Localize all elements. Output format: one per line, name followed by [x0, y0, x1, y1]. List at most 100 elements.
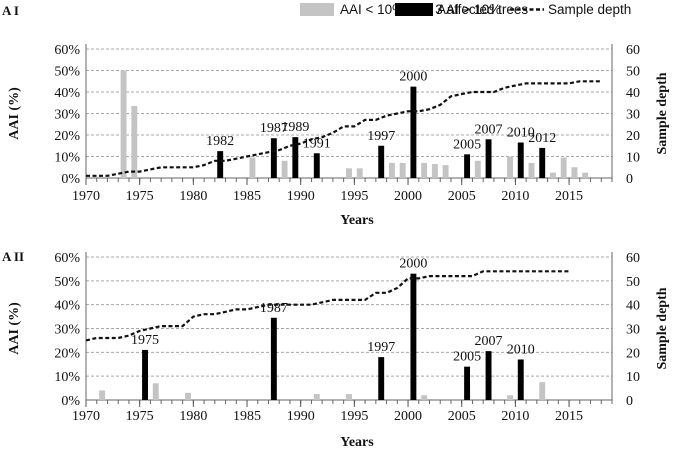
y-tick-right: 0 [626, 172, 633, 187]
bar-data-label: 1982 [206, 134, 234, 149]
y-tick-right: 50 [626, 275, 640, 290]
x-tick-label: 1985 [233, 409, 261, 424]
y-tick-left: 10% [54, 151, 80, 166]
bar-light [442, 165, 449, 178]
y-axis-title-right: Sample depth [655, 287, 670, 369]
y-tick-left: 60% [54, 43, 80, 58]
bar-dark [517, 142, 524, 178]
bar-light [582, 172, 589, 178]
bar-light [346, 394, 352, 400]
y-tick-left: 0% [61, 394, 80, 409]
bar-light [539, 382, 546, 400]
legend-label-line: Sample depth [548, 2, 631, 17]
bar-light [507, 395, 513, 400]
legend-label-light: AAI < 10% or < 3 affected trees [340, 2, 528, 17]
bar-dark [378, 357, 385, 400]
bar-data-label: 2000 [399, 257, 427, 272]
y-tick-right: 60 [626, 251, 640, 266]
x-tick-label: 2015 [555, 189, 583, 204]
bar-light [313, 394, 320, 400]
y-tick-right: 60 [626, 43, 640, 58]
y-tick-left: 30% [54, 108, 80, 123]
bar-dark [270, 317, 277, 400]
bar-light [152, 383, 159, 400]
x-tick-label: 1995 [340, 189, 368, 204]
bar-dark [270, 138, 277, 178]
y-tick-right: 20 [626, 346, 640, 361]
panel-a-ii: 0% 10% 20% 30% 40% 50% 60% 0 10 20 30 40 50 60 1970 197… [2, 249, 670, 450]
bar-data-label: 2005 [453, 350, 481, 365]
y-tick-right: 50 [626, 65, 640, 80]
bar-data-label: 1987 [260, 121, 288, 136]
bar-data-label: 2012 [528, 131, 556, 146]
panel-label: A I [2, 3, 19, 18]
bar-dark [485, 351, 492, 400]
bar-dark [313, 153, 320, 178]
bar-light [550, 172, 556, 178]
x-tick-label: 1990 [287, 189, 315, 204]
bar-dark [292, 137, 299, 178]
bar-dark [464, 154, 471, 178]
bar-light [388, 162, 395, 178]
x-tick-label: 1985 [233, 189, 261, 204]
bar-light [560, 157, 567, 178]
x-tick-label: 2015 [555, 409, 583, 424]
y-tick-right: 0 [626, 394, 633, 409]
x-tick-label: 1975 [126, 409, 154, 424]
bar-dark [539, 147, 546, 178]
y-tick-left: 60% [54, 251, 80, 266]
x-tick-label: 2000 [394, 409, 422, 424]
bar-data-label: 2007 [475, 122, 503, 137]
x-axis-title: Years [340, 213, 374, 228]
bar-data-label: 1987 [260, 301, 288, 316]
legend-swatch-light [300, 3, 334, 16]
y-tick-left: 50% [54, 65, 80, 80]
y-tick-right: 10 [626, 370, 640, 385]
x-tick-label: 2010 [501, 189, 529, 204]
bar-light [571, 167, 578, 178]
bar-dark [217, 151, 224, 178]
y-tick-right: 10 [626, 151, 640, 166]
bar-light [474, 160, 481, 178]
x-tick-label: 1990 [287, 409, 315, 424]
legend-label-dark: AAI > 10% [437, 2, 501, 17]
panel-label: A II [2, 249, 24, 264]
y-tick-right: 40 [626, 299, 640, 314]
y-tick-left: 50% [54, 275, 80, 290]
bar-light [185, 392, 191, 400]
bar-dark [410, 273, 417, 400]
bar-data-label: 1989 [281, 120, 309, 135]
bar-dark [485, 139, 492, 178]
y-axis-title-left: AAI (%) [7, 87, 22, 140]
bar-dark [378, 145, 385, 178]
bar-data-label: 2010 [507, 342, 535, 357]
bar-light [131, 105, 138, 178]
bar-light [399, 162, 406, 178]
bar-light [249, 157, 256, 178]
bar-light [421, 162, 428, 178]
bar-light [431, 164, 438, 178]
y-tick-right: 30 [626, 108, 640, 123]
bar-data-label: 1997 [367, 340, 395, 355]
bar-data-label: 2000 [399, 70, 427, 85]
bar-light [356, 168, 363, 178]
y-tick-right: 20 [626, 129, 640, 144]
x-tick-label: 2005 [448, 409, 476, 424]
x-tick-label: 1980 [179, 409, 207, 424]
bar-dark [517, 359, 524, 400]
y-axis-title-left: AAI (%) [7, 302, 22, 355]
x-tick-label: 2005 [448, 189, 476, 204]
y-tick-left: 40% [54, 299, 80, 314]
bar-light [421, 395, 428, 400]
sample-depth-line [85, 270, 570, 342]
y-tick-left: 20% [54, 346, 80, 361]
bar-light [528, 162, 535, 178]
bar-data-label: 1975 [131, 333, 159, 348]
bar-data-label: 2010 [507, 126, 535, 141]
panel-a-i: 0% 10% 20% 30% 40% 50% 60% 0 10 20 30 40 50 60 1970 197… [2, 3, 670, 228]
bar-light [507, 156, 513, 178]
bar-light [99, 390, 106, 400]
x-tick-label: 1995 [340, 409, 368, 424]
x-tick-label: 1975 [126, 189, 154, 204]
